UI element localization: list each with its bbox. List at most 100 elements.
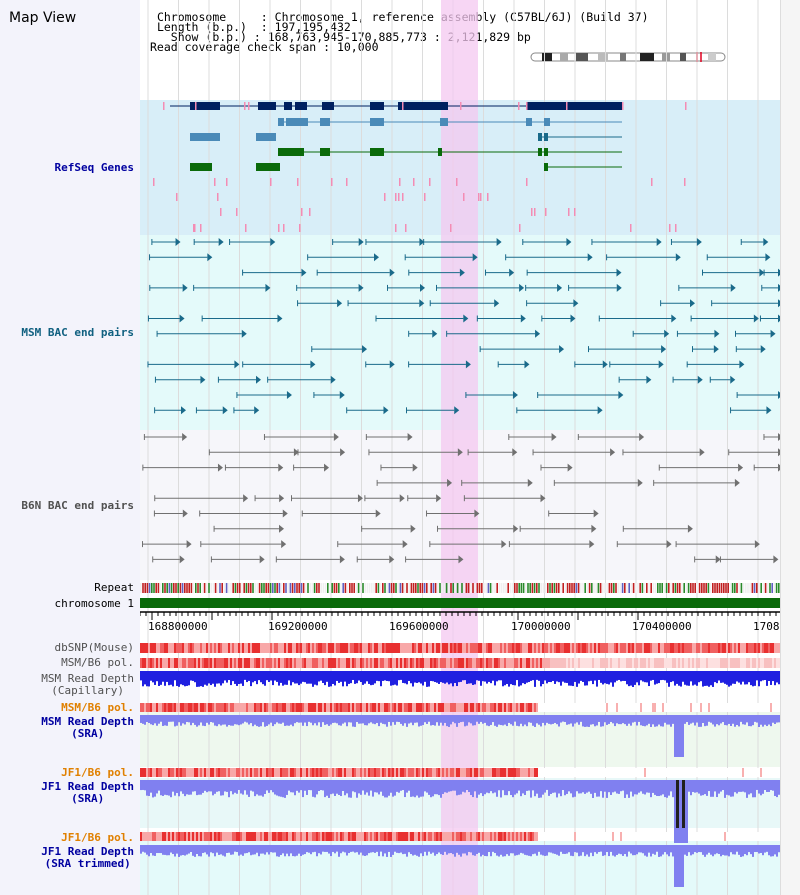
pol-heat-cell [322, 832, 324, 841]
repeat-block [599, 583, 602, 593]
read-depth-bar [236, 671, 238, 686]
read-depth-bar [250, 780, 252, 791]
pol-heat-cell [650, 832, 652, 841]
pol-heat-cell [728, 768, 730, 777]
pol-heat-cell [216, 768, 218, 777]
read-depth-bar [410, 780, 412, 797]
pol-heat-cell [338, 768, 340, 777]
read-depth-bar [734, 715, 736, 727]
pol-heat-cell [770, 832, 772, 841]
pol-heat-cell [604, 658, 606, 668]
read-depth-bar [440, 671, 442, 683]
read-depth-bar [322, 671, 324, 683]
pol-heat-cell [260, 658, 262, 668]
pol-heat-cell [538, 658, 540, 668]
pol-heat-cell [588, 658, 590, 668]
read-depth-bar [654, 671, 656, 685]
read-depth-bar [486, 715, 488, 726]
read-depth-bar [702, 780, 704, 796]
read-depth-bar [778, 671, 780, 685]
refseq-mark [402, 193, 404, 201]
read-depth-bar [688, 671, 690, 686]
pol-heat-cell [564, 832, 566, 841]
pol-heat-cell [532, 832, 534, 841]
pol-heat-cell [644, 658, 646, 668]
read-depth-bar [418, 715, 420, 727]
pol-heat-cell [766, 703, 768, 712]
read-depth-bar [624, 845, 626, 855]
pol-heat-cell [510, 643, 512, 653]
pol-heat-cell [390, 832, 392, 841]
pol-heat-cell [356, 658, 358, 668]
pol-heat-cell [238, 768, 240, 777]
read-depth-bar [572, 715, 574, 727]
pol-heat-cell [548, 658, 550, 668]
refseq-mark [214, 178, 216, 186]
read-depth-bar [140, 780, 142, 791]
pol-heat-cell [514, 643, 516, 653]
read-depth-bar [630, 780, 632, 792]
pol-heat-cell [504, 832, 506, 841]
pol-heat-cell [514, 658, 516, 668]
read-depth-bar [262, 780, 264, 797]
pol-heat-cell [734, 703, 736, 712]
pol-heat-cell [540, 768, 542, 777]
read-depth-bar [146, 845, 148, 855]
read-depth-bar [646, 671, 648, 683]
chromosome-ideogram[interactable] [530, 52, 726, 62]
pol-heat-cell [354, 703, 356, 712]
read-depth-bar [440, 845, 442, 855]
pol-heat-cell [694, 643, 696, 653]
msm-bac-pair-end [218, 238, 224, 246]
read-depth-bar [368, 845, 370, 854]
read-depth-bar [566, 845, 568, 854]
read-depth-bar [164, 780, 166, 795]
msm-bac-pair-end [566, 238, 572, 246]
pol-heat-cell [488, 832, 490, 841]
genome-track-canvas[interactable]: 168800000 169200000 169600000 170000000 1704… [140, 0, 780, 895]
read-depth-bar [582, 845, 584, 853]
read-depth-bar [522, 780, 524, 794]
read-depth-bar [664, 780, 666, 798]
repeat-block [366, 583, 369, 593]
read-depth-bar [402, 671, 404, 683]
pol-heat-cell [334, 703, 336, 712]
b6n-bac-pair-end [738, 463, 744, 472]
pol-heat-cell [704, 643, 706, 653]
repeat-block [753, 583, 756, 593]
read-depth-bar [302, 715, 304, 726]
pol-heat-cell [384, 643, 386, 653]
read-depth-bar [234, 671, 236, 684]
read-depth-bar [206, 780, 208, 793]
read-depth-bar [390, 715, 392, 726]
read-depth-bar [522, 671, 524, 684]
pol-heat-cell [668, 832, 670, 841]
coverage-info-line: Read coverage check span : 10,000 [150, 40, 379, 54]
read-depth-bar [568, 780, 570, 792]
pol-heat-cell [284, 703, 286, 712]
track-label-jf1-depth-sra-trimmed: JF1 Read Depth (SRA trimmed) [41, 846, 134, 870]
pol-heat-cell [526, 832, 528, 841]
pol-heat-cell [694, 832, 696, 841]
read-depth-bar [204, 845, 206, 853]
read-depth-bar [708, 671, 710, 687]
refseq-mark [153, 178, 155, 186]
pol-heat-cell [446, 658, 448, 668]
pol-heat-cell [532, 703, 534, 712]
pol-heat-cell [680, 703, 682, 712]
pol-heat-cell [276, 643, 278, 653]
pol-heat-cell [364, 768, 366, 777]
pol-heat-cell [748, 832, 750, 841]
vertical-scrollbar[interactable] [780, 0, 800, 895]
repeat-block [377, 583, 380, 593]
read-depth-bar [248, 845, 250, 853]
read-depth-bar [700, 780, 702, 796]
read-depth-bar [322, 715, 324, 723]
read-depth-bar [356, 715, 358, 723]
read-depth-bar [514, 715, 516, 722]
read-depth-bar [148, 715, 150, 724]
pol-heat-cell [346, 658, 348, 668]
msm-bac-pair-end [465, 360, 471, 369]
read-depth-bar [184, 671, 186, 687]
read-depth-bar [550, 845, 552, 853]
